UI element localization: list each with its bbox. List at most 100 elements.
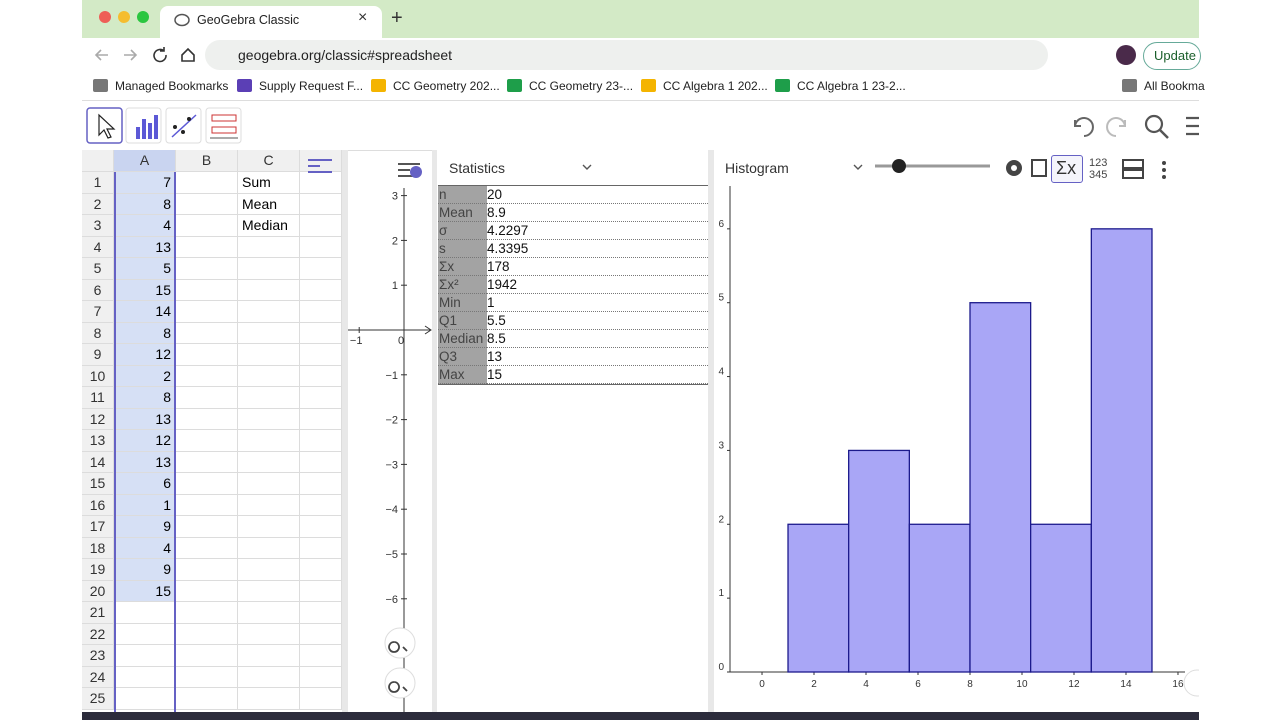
- cell[interactable]: [238, 430, 300, 452]
- row-header[interactable]: 22: [82, 623, 114, 645]
- cell[interactable]: [300, 236, 342, 258]
- bookmark[interactable]: CC Geometry 23-...: [529, 79, 634, 93]
- cell[interactable]: [300, 559, 342, 581]
- cell[interactable]: [300, 365, 342, 387]
- row-header[interactable]: 9: [82, 344, 114, 366]
- cell[interactable]: [300, 494, 342, 516]
- active-tab[interactable]: [160, 6, 382, 38]
- cell[interactable]: [238, 473, 300, 495]
- menu[interactable]: [1186, 116, 1199, 136]
- row-header[interactable]: 7: [82, 301, 114, 323]
- row-header[interactable]: 10: [82, 365, 114, 387]
- row-header[interactable]: 4: [82, 236, 114, 258]
- cell[interactable]: [238, 408, 300, 430]
- cell[interactable]: 12: [114, 344, 176, 366]
- column-header[interactable]: C: [238, 150, 300, 172]
- row-header[interactable]: 24: [82, 666, 114, 688]
- cell[interactable]: [238, 279, 300, 301]
- cell[interactable]: [300, 387, 342, 409]
- zoom-icon[interactable]: [388, 641, 408, 653]
- cell[interactable]: [300, 172, 342, 194]
- bookmark-icon[interactable]: [237, 79, 252, 92]
- row-header[interactable]: 17: [82, 516, 114, 538]
- cell[interactable]: [238, 494, 300, 516]
- cell[interactable]: [300, 516, 342, 538]
- zoom-circle[interactable]: [384, 667, 416, 699]
- sigma-button[interactable]: Σx: [1056, 158, 1077, 178]
- cell[interactable]: [176, 365, 238, 387]
- zoom-circle[interactable]: [384, 627, 416, 659]
- cell[interactable]: [300, 430, 342, 452]
- cell[interactable]: [238, 301, 300, 323]
- cell[interactable]: [176, 387, 238, 409]
- statistics-dropdown[interactable]: Statistics: [449, 160, 506, 176]
- row-header[interactable]: 8: [82, 322, 114, 344]
- cell[interactable]: [300, 537, 342, 559]
- bookmark-icon[interactable]: [371, 79, 386, 92]
- cell[interactable]: 13: [114, 236, 176, 258]
- layout-button[interactable]: [1121, 157, 1145, 181]
- search[interactable]: [1144, 114, 1169, 139]
- multi-variable-tool[interactable]: [205, 107, 242, 144]
- row-header[interactable]: 14: [82, 451, 114, 473]
- cell[interactable]: [300, 602, 342, 624]
- cell[interactable]: [176, 408, 238, 430]
- cell[interactable]: 13: [114, 408, 176, 430]
- home[interactable]: [181, 47, 195, 62]
- cell[interactable]: [238, 623, 300, 645]
- cell[interactable]: [176, 688, 238, 710]
- cell[interactable]: 12: [114, 430, 176, 452]
- row-header[interactable]: 5: [82, 258, 114, 280]
- bookmark[interactable]: CC Algebra 1 23-2...: [797, 79, 906, 93]
- row-header[interactable]: 13: [82, 430, 114, 452]
- cell[interactable]: [300, 279, 342, 301]
- cell[interactable]: [176, 279, 238, 301]
- row-header[interactable]: 25: [82, 688, 114, 710]
- bookmark[interactable]: CC Geometry 202...: [393, 79, 500, 93]
- cell[interactable]: [238, 451, 300, 473]
- bookmark-icon[interactable]: [507, 79, 522, 92]
- row-header[interactable]: 18: [82, 537, 114, 559]
- reload[interactable]: [153, 47, 167, 63]
- cell[interactable]: [238, 258, 300, 280]
- cell[interactable]: [238, 236, 300, 258]
- slider[interactable]: [872, 156, 992, 176]
- cell[interactable]: [176, 193, 238, 215]
- row-header[interactable]: 2: [82, 193, 114, 215]
- bookmark[interactable]: Managed Bookmarks: [115, 79, 229, 93]
- row-header[interactable]: 16: [82, 494, 114, 516]
- address-bar[interactable]: [205, 40, 1048, 70]
- forward[interactable]: [124, 49, 138, 61]
- zoom-dot[interactable]: [137, 11, 149, 23]
- profile[interactable]: [1115, 44, 1137, 66]
- cell[interactable]: [300, 193, 342, 215]
- graphics-style-button[interactable]: [398, 163, 422, 178]
- more-button[interactable]: [1158, 160, 1170, 180]
- minimize-dot[interactable]: [118, 11, 130, 23]
- cell[interactable]: [176, 537, 238, 559]
- bookmark[interactable]: Supply Request F...: [259, 79, 364, 93]
- row-header[interactable]: 12: [82, 408, 114, 430]
- cell[interactable]: [176, 430, 238, 452]
- cell[interactable]: [176, 602, 238, 624]
- cell[interactable]: [176, 236, 238, 258]
- cell[interactable]: 13: [114, 451, 176, 473]
- cell[interactable]: [300, 215, 342, 237]
- row-header[interactable]: 20: [82, 580, 114, 602]
- column-header[interactable]: A: [114, 150, 176, 172]
- cell[interactable]: [176, 215, 238, 237]
- url[interactable]: geogebra.org/classic#spreadsheet: [238, 47, 453, 63]
- cell[interactable]: 14: [114, 301, 176, 323]
- bookmark-icon[interactable]: [93, 79, 108, 92]
- cell[interactable]: Mean: [238, 193, 300, 215]
- new-tab[interactable]: +: [391, 7, 403, 29]
- row-header[interactable]: 19: [82, 559, 114, 581]
- bookmark[interactable]: CC Algebra 1 202...: [663, 79, 768, 93]
- cell[interactable]: [176, 516, 238, 538]
- bookmark-icon[interactable]: [1122, 79, 1137, 92]
- update-button-box[interactable]: [1143, 42, 1201, 70]
- cell[interactable]: [238, 602, 300, 624]
- cell[interactable]: [300, 322, 342, 344]
- cell[interactable]: [238, 666, 300, 688]
- bookmark-icon[interactable]: [641, 79, 656, 92]
